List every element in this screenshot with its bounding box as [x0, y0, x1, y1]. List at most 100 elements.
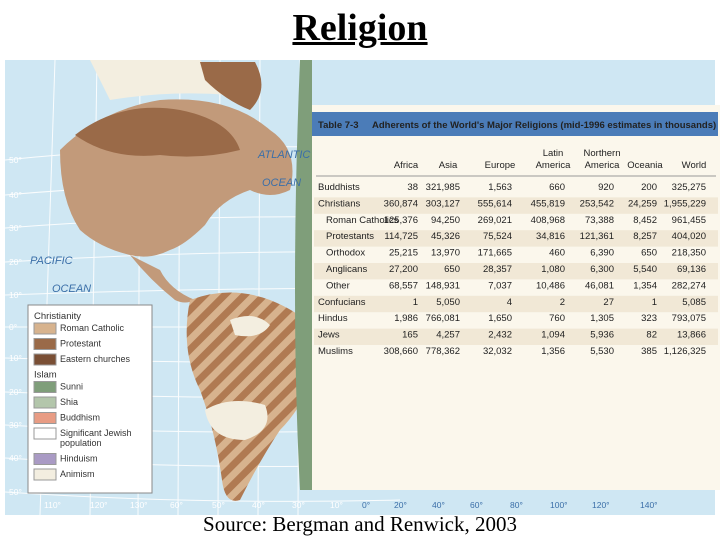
longitude-label: 120° — [90, 500, 108, 510]
table-cell: 1,080 — [541, 264, 565, 275]
legend-swatch — [33, 353, 57, 366]
table-cell: 27,200 — [389, 264, 418, 275]
table-cell: 5,085 — [682, 297, 706, 308]
column-header: Africa — [394, 160, 419, 171]
map-figure: ATLANTICOCEANPACIFICOCEAN50°40°30°20°10°… — [4, 59, 720, 515]
table-cell: 218,350 — [672, 248, 706, 259]
table-cell: 303,127 — [426, 198, 460, 209]
table-cell: 1,356 — [541, 346, 565, 357]
longitude-label: 0° — [362, 500, 370, 510]
table-cell: 82 — [646, 330, 657, 341]
latitude-label: 20° — [9, 387, 22, 397]
table-cell: 4,257 — [436, 330, 460, 341]
legend-label: Animism — [60, 469, 95, 479]
legend-label: Eastern churches — [60, 354, 131, 364]
row-label: Anglicans — [326, 264, 367, 275]
arctic — [90, 60, 230, 100]
row-label: Hindus — [318, 313, 348, 324]
table-cell: 13,970 — [431, 248, 460, 259]
legend-swatch — [33, 468, 57, 481]
legend-label: Roman Catholic — [60, 323, 125, 333]
table-cell: 760 — [549, 313, 565, 324]
table-cell: 385 — [641, 346, 657, 357]
legend-label: Buddhism — [60, 413, 100, 423]
ocean-label: OCEAN — [262, 177, 301, 189]
table-cell: 73,388 — [585, 215, 614, 226]
row-band — [314, 295, 718, 313]
latitude-label: 50° — [9, 155, 22, 165]
legend-swatch — [33, 381, 57, 393]
column-header: Latin America — [536, 148, 572, 171]
longitude-label: 100° — [550, 500, 568, 510]
table-cell: 6,390 — [590, 248, 614, 259]
column-header-line: Latin — [543, 148, 564, 159]
longitude-label: 40° — [252, 500, 265, 510]
table-cell: 920 — [598, 182, 614, 193]
longitude-label: 30° — [292, 500, 305, 510]
table: Table 7-3 Adherents of the World's Major … — [312, 105, 720, 490]
legend-swatch — [33, 412, 57, 424]
legend-swatch — [33, 396, 57, 409]
table-cell: 1 — [413, 297, 418, 308]
table-cell: 1,563 — [488, 182, 512, 193]
legend-heading: Islam — [34, 370, 57, 381]
table-cell: 24,259 — [628, 198, 657, 209]
longitude-label: 20° — [394, 500, 407, 510]
table-cell: 6,300 — [590, 264, 614, 275]
animism-region — [230, 316, 270, 337]
latitude-label: 20° — [9, 257, 22, 267]
table-cell: 5,050 — [436, 297, 460, 308]
row-band — [314, 263, 718, 280]
longitude-label: 120° — [592, 500, 610, 510]
latitude-label: 10° — [9, 290, 22, 300]
table-cell: 460 — [549, 248, 565, 259]
longitude-label: 80° — [510, 500, 523, 510]
row-band — [314, 197, 718, 214]
table-cell: 660 — [549, 182, 565, 193]
column-header: Asia — [439, 160, 458, 171]
table-cell: 793,075 — [672, 313, 706, 324]
table-cell: 5,530 — [590, 346, 614, 357]
row-label: Confucians — [318, 297, 366, 308]
row-label: Jews — [318, 330, 340, 341]
table-cell: 961,455 — [672, 215, 706, 226]
ocean-label: ATLANTIC — [257, 149, 310, 161]
latitude-label: 50° — [9, 487, 22, 497]
ocean-label: OCEAN — [52, 283, 91, 295]
greenland — [200, 62, 262, 110]
table-cell: 308,660 — [384, 346, 418, 357]
table-cell: 10,486 — [536, 280, 565, 291]
legend-label: Sunni — [60, 382, 83, 392]
table-cell: 253,542 — [580, 198, 614, 209]
table-cell: 360,874 — [384, 198, 418, 209]
table-cell: 1,126,325 — [664, 346, 706, 357]
column-header-line: America — [585, 160, 621, 171]
legend-swatch — [33, 322, 57, 335]
row-band — [314, 328, 718, 345]
slide-title: Religion — [292, 7, 428, 49]
column-header: Oceania — [627, 160, 663, 171]
table-cell: 650 — [444, 264, 460, 275]
table-cell: 2,432 — [488, 330, 512, 341]
table-cell: 28,357 — [483, 264, 512, 275]
central-america — [130, 255, 195, 303]
table-cell: 114,725 — [384, 231, 418, 242]
longitude-label: 60° — [170, 500, 183, 510]
table-cell: 455,819 — [531, 198, 565, 209]
longitude-label: 40° — [432, 500, 445, 510]
table-cell: 1 — [652, 297, 657, 308]
old-world-edge — [295, 60, 312, 490]
longitude-label: 60° — [470, 500, 483, 510]
table-cell: 1,986 — [394, 313, 418, 324]
table-cell: 408,968 — [531, 215, 565, 226]
column-header: World — [682, 160, 707, 171]
row-label: Buddhists — [318, 182, 360, 193]
longitude-label: 10° — [330, 500, 343, 510]
table-cell: 2 — [560, 297, 565, 308]
table-cell: 32,032 — [483, 346, 512, 357]
longitude-label: 140° — [640, 500, 658, 510]
table-cell: 5,540 — [633, 264, 657, 275]
legend-label: Protestant — [60, 339, 102, 349]
table-cell: 4 — [507, 297, 512, 308]
